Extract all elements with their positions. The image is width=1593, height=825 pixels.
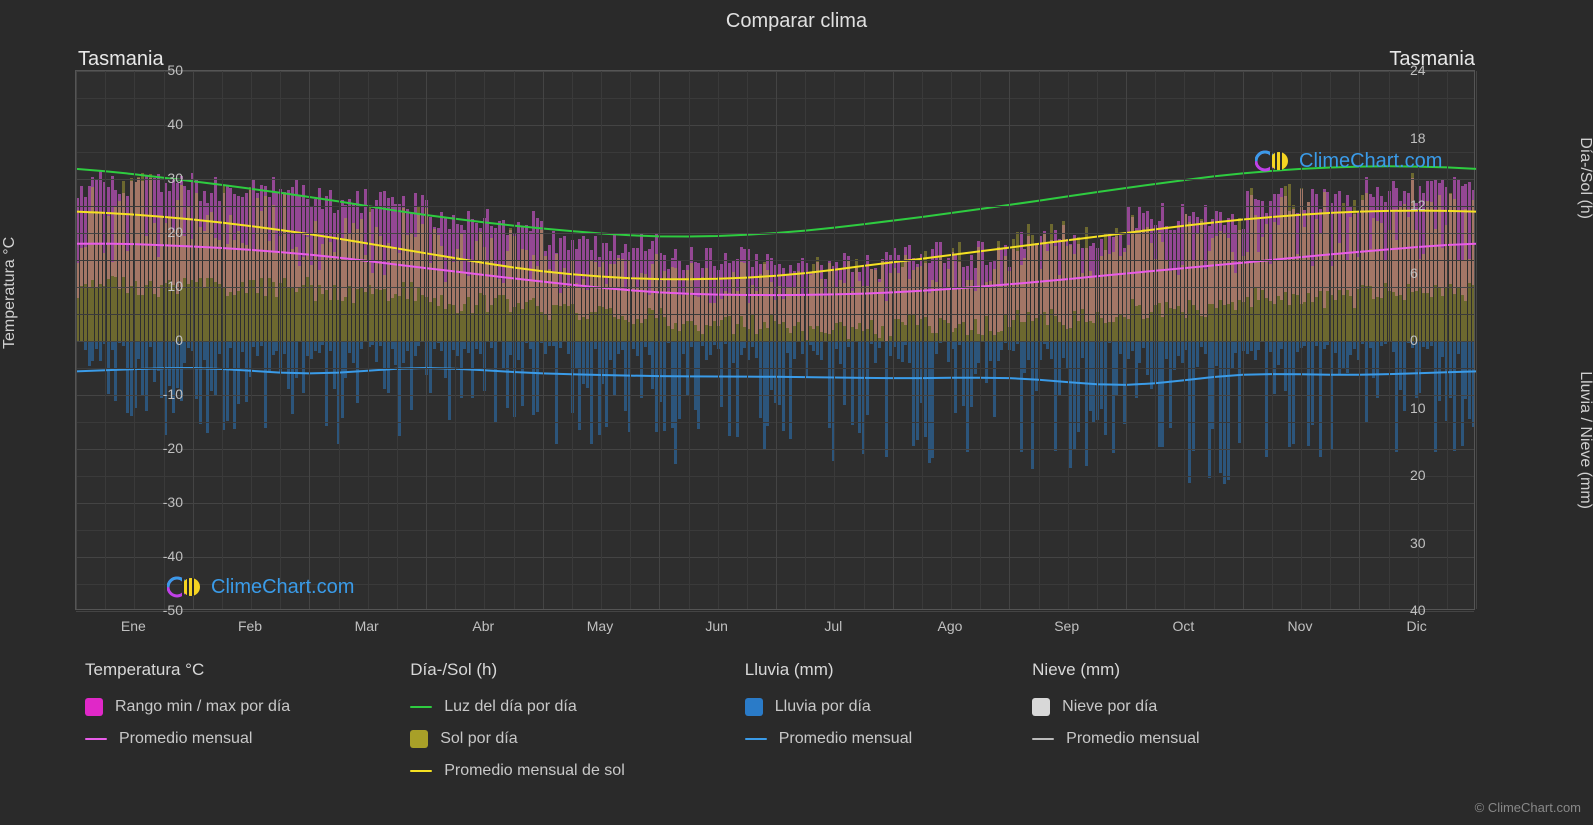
right-axis-tick-rain: 30 <box>1410 535 1426 551</box>
watermark-text: ClimeChart.com <box>211 576 354 599</box>
right-axis-tick-rain: 40 <box>1410 602 1426 618</box>
copyright: © ClimeChart.com <box>1475 800 1581 815</box>
legend-item-label: Promedio mensual <box>1066 730 1199 748</box>
month-label: Nov <box>1288 618 1313 634</box>
legend-item-label: Promedio mensual <box>779 730 912 748</box>
right-axis-tick-hours: 0 <box>1410 332 1418 348</box>
watermark: ClimeChart.com <box>167 574 354 600</box>
location-label-left: Tasmania <box>78 48 164 71</box>
month-label: Feb <box>238 618 262 634</box>
left-axis-tick: 50 <box>167 62 183 78</box>
legend-item-label: Nieve por día <box>1062 698 1157 716</box>
legend-item-label: Lluvia por día <box>775 698 871 716</box>
legend: Temperatura °C Rango min / max por día Pro… <box>85 660 1505 780</box>
legend-swatch-icon <box>745 698 763 716</box>
legend-column-title: Nieve (mm) <box>1032 660 1199 680</box>
watermark-text: ClimeChart.com <box>1299 150 1442 173</box>
legend-item: Rango min / max por día <box>85 698 290 716</box>
legend-line-icon <box>410 770 432 772</box>
legend-column: Nieve (mm) Nieve por día Promedio mensual <box>1032 660 1199 780</box>
legend-swatch-icon <box>85 698 103 716</box>
legend-item-label: Promedio mensual de sol <box>444 762 625 780</box>
month-label: Jun <box>705 618 728 634</box>
left-axis-tick: -10 <box>163 386 183 402</box>
month-label: Ene <box>121 618 146 634</box>
left-axis-tick: -40 <box>163 548 183 564</box>
legend-item: Promedio mensual <box>745 730 912 748</box>
month-label: Abr <box>472 618 494 634</box>
chart-container: Comparar clima Tasmania Tasmania Tempera… <box>0 0 1593 825</box>
climechart-logo-icon <box>1255 148 1291 174</box>
month-label: May <box>587 618 613 634</box>
location-label-right: Tasmania <box>1389 48 1475 71</box>
right-axis-title-bottom: Lluvia / Nieve (mm) <box>1576 371 1593 509</box>
climechart-logo-icon <box>167 574 203 600</box>
left-axis-tick: -20 <box>163 440 183 456</box>
month-label: Oct <box>1172 618 1194 634</box>
legend-column-title: Temperatura °C <box>85 660 290 680</box>
month-label: Sep <box>1054 618 1079 634</box>
legend-swatch-icon <box>1032 698 1050 716</box>
legend-line-icon <box>745 738 767 740</box>
right-axis-tick-hours: 12 <box>1410 197 1426 213</box>
right-axis-tick-rain: 20 <box>1410 467 1426 483</box>
left-axis-tick: 10 <box>167 278 183 294</box>
month-label: Dic <box>1407 618 1427 634</box>
left-axis-tick: 30 <box>167 170 183 186</box>
right-axis-tick-hours: 18 <box>1410 130 1426 146</box>
legend-column: Temperatura °C Rango min / max por día Pro… <box>85 660 290 780</box>
legend-item: Promedio mensual <box>85 730 290 748</box>
legend-item: Nieve por día <box>1032 698 1199 716</box>
chart-title: Comparar clima <box>0 0 1593 33</box>
legend-column-title: Día-/Sol (h) <box>410 660 625 680</box>
legend-item: Promedio mensual de sol <box>410 762 625 780</box>
left-axis-tick: -50 <box>163 602 183 618</box>
legend-item: Luz del día por día <box>410 698 625 716</box>
month-label: Ago <box>938 618 963 634</box>
legend-item-label: Promedio mensual <box>119 730 252 748</box>
legend-column: Día-/Sol (h) Luz del día por día Sol por d… <box>410 660 625 780</box>
legend-column-title: Lluvia (mm) <box>745 660 912 680</box>
legend-line-icon <box>410 706 432 708</box>
legend-item-label: Sol por día <box>440 730 517 748</box>
legend-line-icon <box>85 738 107 740</box>
legend-item: Sol por día <box>410 730 625 748</box>
right-axis-tick-hours: 6 <box>1410 265 1418 281</box>
month-label: Jul <box>824 618 842 634</box>
legend-line-icon <box>1032 738 1054 740</box>
legend-column: Lluvia (mm) Lluvia por día Promedio mensua… <box>745 660 912 780</box>
legend-item: Lluvia por día <box>745 698 912 716</box>
right-axis-title-top: Día-/Sol (h) <box>1576 137 1593 219</box>
right-axis-tick-rain: 10 <box>1410 400 1426 416</box>
legend-swatch-icon <box>410 730 428 748</box>
month-label: Mar <box>355 618 379 634</box>
right-axis-tick-hours: 24 <box>1410 62 1426 78</box>
left-axis-tick: 20 <box>167 224 183 240</box>
legend-item-label: Rango min / max por día <box>115 698 290 716</box>
left-axis-title: Temperatura °C <box>1 237 19 349</box>
legend-item: Promedio mensual <box>1032 730 1199 748</box>
watermark: ClimeChart.com <box>1255 148 1442 174</box>
left-axis-tick: 0 <box>175 332 183 348</box>
legend-item-label: Luz del día por día <box>444 698 577 716</box>
left-axis-tick: -30 <box>163 494 183 510</box>
left-axis-tick: 40 <box>167 116 183 132</box>
